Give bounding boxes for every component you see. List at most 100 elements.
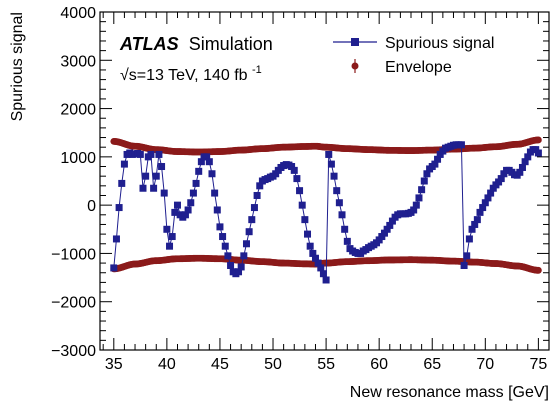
spurious-signal-point	[189, 189, 197, 197]
spurious-signal-point	[423, 170, 431, 178]
spurious-signal-point	[420, 177, 428, 185]
spurious-signal-point	[325, 150, 333, 158]
spurious-signal-point	[242, 240, 250, 248]
spurious-signal-point	[327, 160, 335, 168]
spurious-signal-point	[383, 225, 391, 233]
spurious-signal-point	[195, 167, 203, 175]
spurious-signal-point	[484, 194, 492, 202]
y-tick-marks	[100, 11, 549, 351]
y-tick-label: −3000	[51, 343, 96, 360]
spurious-signal-point	[410, 206, 418, 214]
x-tick-label: 55	[317, 356, 335, 373]
x-axis-label: New resonance mass [GeV]	[350, 384, 549, 401]
y-tick-label: 2000	[60, 102, 96, 119]
spurious-signal-point	[309, 249, 317, 257]
y-tick-label: −1000	[51, 246, 96, 263]
spurious-signal-point	[415, 194, 423, 202]
spurious-signal-point	[221, 242, 229, 250]
spurious-signal-point	[203, 153, 211, 161]
spurious-signal-point	[152, 172, 160, 180]
spurious-signal-point	[248, 216, 256, 224]
spurious-signal-point	[171, 208, 179, 216]
legend-spurious-text: Spurious signal	[385, 35, 494, 52]
spurious-signal-point	[245, 228, 253, 236]
spurious-signal-point	[115, 204, 123, 212]
spurious-signal-point	[166, 242, 174, 250]
spurious-signal-point	[521, 158, 529, 166]
spurious-signal-point	[343, 237, 351, 245]
spurious-signal-point	[479, 204, 487, 212]
spurious-signal-point	[155, 150, 163, 158]
x-tick-label: 70	[476, 356, 494, 373]
spurious-signal-point	[296, 187, 304, 195]
spurious-signal-point	[534, 149, 542, 157]
x-tick-label: 50	[264, 356, 282, 373]
atlas-label: ATLAS Simulation	[119, 34, 273, 54]
spurious-signal-point	[388, 217, 396, 225]
spurious-signal-point	[187, 199, 195, 207]
spurious-signal-point	[213, 206, 221, 214]
spurious-signal-point	[253, 191, 261, 199]
spurious-signal-point	[330, 172, 338, 180]
spurious-signal-point	[184, 206, 192, 214]
x-tick-label: 75	[529, 356, 547, 373]
legend-envelope-marker	[351, 62, 359, 70]
spurious-signal-point	[306, 242, 314, 250]
spurious-signal-point	[250, 204, 258, 212]
spurious-signal-point	[110, 264, 118, 272]
legend-envelope-text: Envelope	[385, 59, 452, 76]
plot-frame	[99, 11, 550, 351]
spurious-signal-point	[163, 225, 171, 233]
spurious-signal-point	[434, 155, 442, 163]
spurious-signal-point	[319, 270, 327, 278]
y-axis-label: Spurious signal	[9, 12, 26, 121]
spurious-signal-point	[463, 252, 471, 260]
spurious-signal-point	[298, 201, 306, 209]
envelope-upper-series	[110, 136, 542, 156]
spurious-signal-point	[317, 264, 325, 272]
spurious-signal-point	[208, 170, 216, 178]
spurious-signal-point	[473, 216, 481, 224]
spurious-signal-point	[481, 199, 489, 207]
spurious-signal-point	[150, 184, 158, 192]
envelope-upper-point	[534, 136, 542, 144]
x-tick-label: 65	[423, 356, 441, 373]
spurious-signal-point	[160, 189, 168, 197]
spurious-signal-point	[338, 211, 346, 219]
spurious-signal-point	[219, 233, 227, 241]
y-tick-label: 4000	[60, 5, 96, 22]
legend: Spurious signal Envelope	[333, 35, 494, 76]
spurious-signal-point	[139, 184, 147, 192]
spurious-signal-point	[240, 252, 248, 260]
spurious-signal-point	[335, 199, 343, 207]
energy-superscript: -1	[252, 64, 262, 76]
atlas-experiment: ATLAS	[119, 34, 179, 54]
spurious-signal-point	[118, 179, 126, 187]
energy-label: √s=13 TeV, 140 fb -1	[120, 64, 262, 84]
spurious-signal-point	[288, 163, 296, 171]
spurious-signal-point	[497, 175, 505, 183]
spurious-signal-point	[290, 166, 298, 174]
spurious-signal-point	[311, 254, 319, 262]
spurious-signal-point	[293, 175, 301, 183]
spurious-signal-point	[314, 259, 322, 267]
x-tick-marks	[102, 12, 550, 350]
spurious-signal-point	[418, 186, 426, 194]
spurious-signal-point	[168, 233, 176, 241]
energy-main: √s=13 TeV, 140 fb	[120, 67, 248, 84]
plot-background	[100, 12, 549, 350]
x-tick-label: 45	[211, 356, 229, 373]
spurious-signal-point	[476, 208, 484, 216]
spurious-signal-point	[304, 230, 312, 238]
spurious-signal-point	[181, 211, 189, 219]
spurious-signal-point	[412, 201, 420, 209]
y-tick-label: −2000	[51, 295, 96, 312]
spurious-signal-point	[142, 172, 150, 180]
spurious-signal-point	[216, 223, 224, 231]
spurious-signal-point	[516, 168, 524, 176]
y-tick-label: 3000	[60, 53, 96, 70]
spurious-signal-point	[197, 158, 205, 166]
envelope-lower-series	[110, 254, 542, 274]
spurious-signal-point	[147, 150, 155, 158]
